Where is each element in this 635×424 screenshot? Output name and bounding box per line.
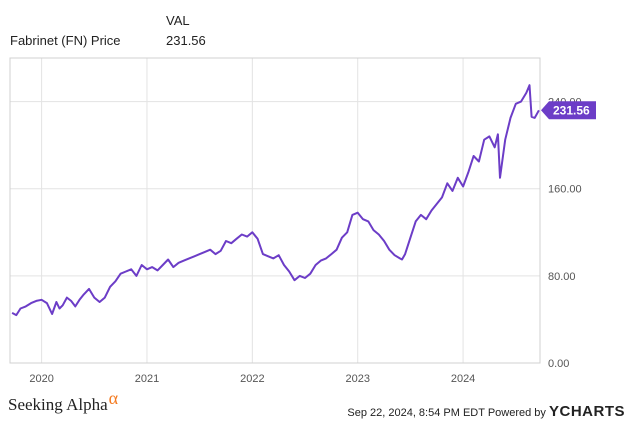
x-axis-ticks: 2020 2021 2022 2023 2024 [29, 373, 475, 385]
last-value-label: 231.56 [553, 103, 590, 117]
x-tick-label: 2022 [240, 373, 264, 385]
timestamp: Sep 22, 2024, 8:54 PM EDT [347, 407, 485, 419]
seeking-alpha-logo: Seeking Alphaα [8, 388, 118, 415]
legend-series-value: 231.56 [166, 33, 206, 48]
legend-series-name: Fabrinet (FN) Price [10, 33, 121, 48]
x-tick-label: 2021 [135, 373, 159, 385]
last-value-flag-shape [541, 101, 596, 120]
price-line [11, 84, 540, 317]
ycharts-logo: YCHARTS [548, 403, 625, 420]
legend-header: VAL [166, 13, 190, 28]
x-tick-label: 2023 [345, 373, 369, 385]
series-layer [11, 84, 540, 317]
brand-name: Seeking Alpha [8, 395, 108, 414]
x-tick-label: 2020 [29, 373, 53, 385]
y-tick-label: 160.00 [548, 184, 582, 196]
last-value-flag: 231.56 [541, 101, 596, 120]
plot-area [10, 58, 540, 363]
footer-attribution: Sep 22, 2024, 8:54 PM EDT Powered by YCH… [347, 403, 625, 420]
powered-by-text: Powered by [487, 407, 546, 419]
y-tick-label: 0.00 [548, 358, 569, 370]
x-tick-label: 2024 [451, 373, 475, 385]
y-tick-label: 80.00 [548, 271, 576, 283]
plot-border [9, 57, 541, 364]
alpha-icon: α [108, 388, 119, 408]
